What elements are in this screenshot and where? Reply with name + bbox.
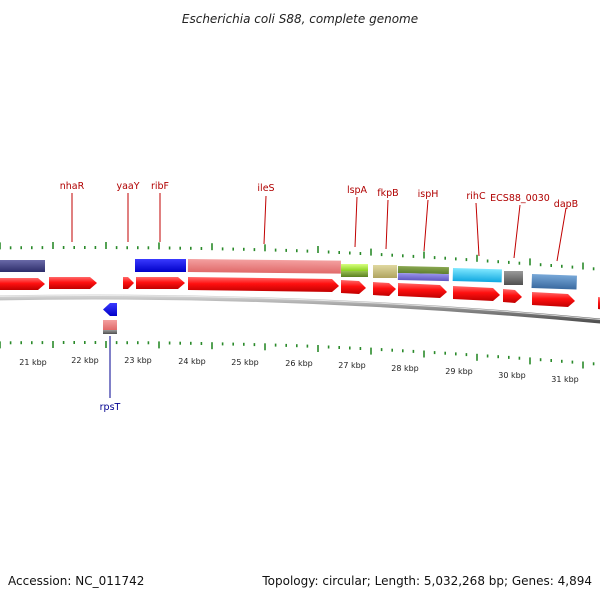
- cds-arrow: [188, 277, 339, 292]
- kbp-label: 24 kbp: [178, 357, 206, 366]
- forward-cds-row: [0, 277, 600, 310]
- cog-bar: [373, 265, 397, 278]
- reverse-cds-arrow: [103, 303, 117, 316]
- cog-bar: [187, 259, 341, 274]
- gene-label-dapB: dapB: [554, 199, 578, 210]
- cog-bar: [397, 273, 449, 282]
- label-leader: [556, 207, 567, 262]
- cog-bar: [531, 274, 577, 290]
- cds-arrow: [49, 277, 97, 289]
- cog-bar: [341, 271, 368, 277]
- cog-bar: [452, 268, 502, 283]
- gene-label-ispH: ispH: [418, 189, 439, 200]
- gene-label-ribF: ribF: [151, 181, 169, 192]
- cog-bar: [103, 320, 117, 330]
- label-leader: [423, 199, 429, 252]
- kbp-label: 28 kbp: [391, 364, 419, 373]
- cds-arrow: [503, 289, 522, 303]
- label-leader: [354, 196, 358, 248]
- cog-bar: [397, 266, 449, 275]
- cds-arrow: [123, 277, 134, 289]
- gene-label-fkpB: fkpB: [377, 188, 398, 199]
- cog-bar: [135, 259, 186, 272]
- gene-labels: nhaR yaaY ribF ileS lspA fkpB ispH rihC …: [60, 181, 578, 413]
- genome-backbone-highlight: [0, 295, 600, 321]
- cog-bar: [341, 264, 368, 271]
- label-leader: [385, 199, 389, 250]
- gene-label-nhaR: nhaR: [60, 181, 85, 192]
- lower-tick-row: [0, 341, 595, 369]
- genome-summary-text: Topology: circular; Length: 5,032,268 bp…: [261, 574, 592, 588]
- kbp-label: 29 kbp: [445, 367, 473, 376]
- kbp-label: 30 kbp: [498, 371, 526, 380]
- cds-arrow: [0, 278, 45, 290]
- genome-backbone: [0, 294, 600, 324]
- kbp-label: 23 kbp: [124, 356, 152, 365]
- gene-label-lspA: lspA: [347, 185, 368, 196]
- upper-tick-row: [0, 242, 595, 271]
- gene-label-ECS88_0030: ECS88_0030: [490, 193, 550, 204]
- cds-arrow: [532, 292, 575, 307]
- gene-label-ileS: ileS: [257, 183, 274, 194]
- cds-arrow: [341, 280, 366, 294]
- map-title: Escherichia coli S88, complete genome: [182, 12, 418, 26]
- reverse-feature-rpsT: [103, 303, 117, 334]
- kbp-label: 26 kbp: [285, 359, 313, 368]
- cds-arrow: [373, 282, 396, 296]
- label-leader: [263, 195, 267, 245]
- cds-arrow: [136, 277, 185, 289]
- functional-category-row: [0, 259, 577, 290]
- gene-label-rihC: rihC: [466, 191, 486, 202]
- cog-bar: [103, 330, 117, 334]
- kbp-label: 21 kbp: [19, 358, 47, 367]
- accession-text: Accession: NC_011742: [8, 574, 144, 588]
- gene-label-rpsT: rpsT: [100, 402, 121, 413]
- label-leader: [513, 204, 521, 259]
- kbp-label: 31 kbp: [551, 375, 579, 384]
- kbp-axis-labels: 21 kbp 22 kbp 23 kbp 24 kbp 25 kbp 26 kb…: [19, 356, 579, 384]
- gene-label-yaaY: yaaY: [116, 181, 139, 192]
- cog-bar: [0, 260, 45, 272]
- kbp-label: 22 kbp: [71, 356, 99, 365]
- kbp-label: 27 kbp: [338, 361, 366, 370]
- label-leader: [475, 202, 480, 257]
- cds-arrow: [453, 286, 500, 301]
- cog-bar: [504, 271, 523, 285]
- cds-arrow: [398, 283, 447, 298]
- kbp-label: 25 kbp: [231, 358, 259, 367]
